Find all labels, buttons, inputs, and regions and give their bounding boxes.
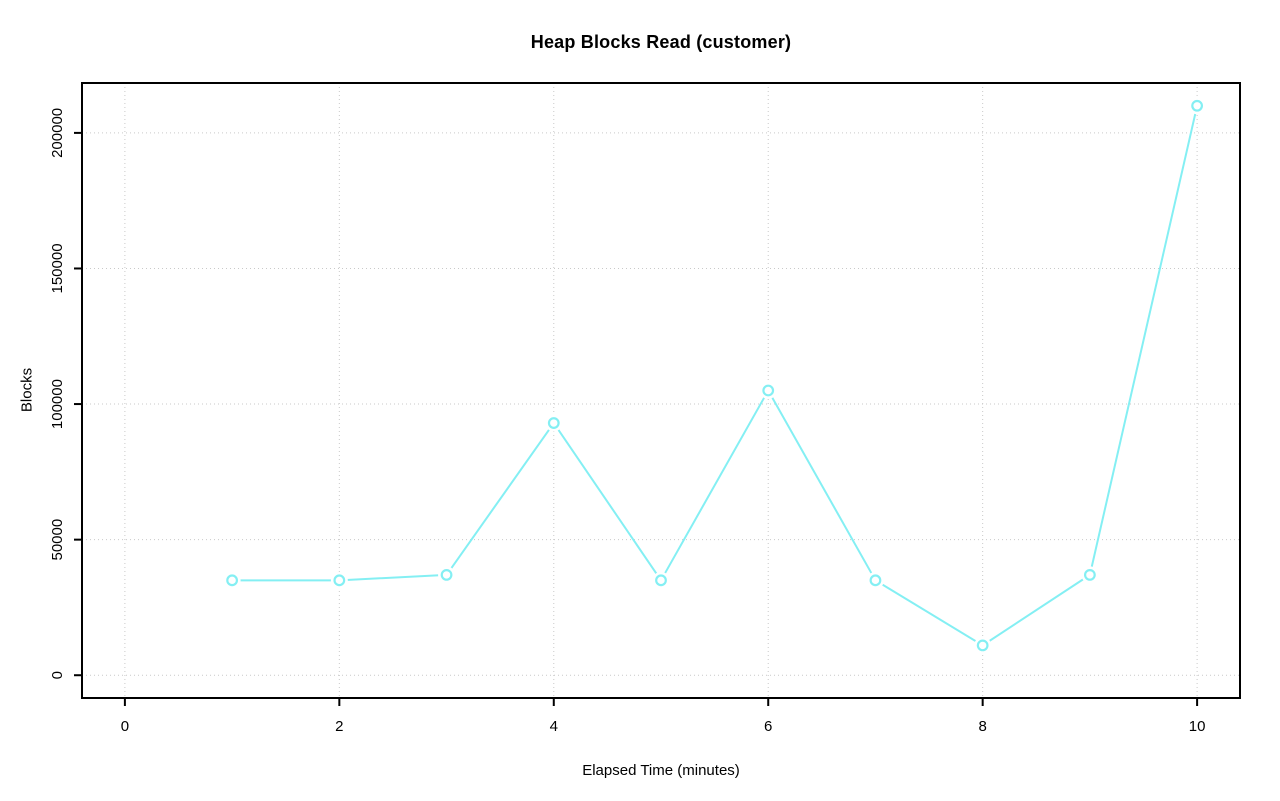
y-tick-label: 150000 (49, 243, 66, 293)
data-point-marker (762, 384, 775, 397)
x-tick-label: 6 (764, 718, 772, 735)
data-point-marker (1083, 568, 1096, 581)
data-point-marker (1191, 99, 1204, 112)
x-tick-label: 0 (121, 718, 129, 735)
x-axis-title: Elapsed Time (minutes) (582, 762, 740, 779)
data-point-marker (655, 574, 667, 587)
series-line (231, 104, 1199, 647)
data-point-marker (976, 639, 989, 652)
y-tick-label: 50000 (49, 519, 66, 561)
y-axis-title: Blocks (18, 367, 36, 413)
x-tick-label: 4 (550, 718, 558, 735)
y-tick-label: 0 (49, 671, 66, 679)
data-point-marker (333, 574, 346, 587)
data-point-marker (547, 417, 560, 429)
data-point-marker (869, 574, 882, 587)
chart-title: Heap Blocks Read (customer) (530, 32, 792, 52)
data-point-marker (440, 568, 453, 581)
plot-border (81, 82, 1241, 699)
x-tick-label: 2 (335, 718, 343, 735)
x-tick-label: 8 (978, 718, 986, 735)
y-tick-label: 100000 (49, 379, 66, 429)
x-tick-label: 10 (1189, 718, 1206, 735)
data-point-marker (226, 574, 239, 587)
y-tick-label: 200000 (49, 108, 66, 158)
